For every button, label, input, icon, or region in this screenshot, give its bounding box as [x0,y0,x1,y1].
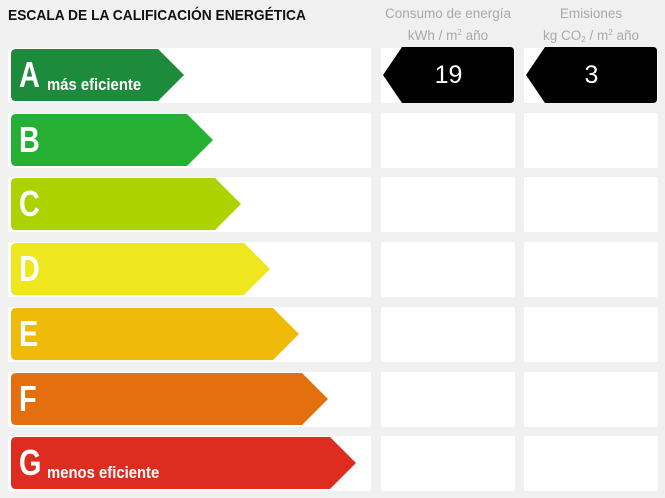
emisiones-header-line1: Emisiones [559,6,623,21]
emisiones-value-badge: 3 [526,47,657,103]
emisiones-cell-f [524,372,658,427]
consumo-header: Consumo de energía kWh / m2 año [381,4,515,45]
consumo-cell-e [381,307,515,362]
rating-arrow-f: F [11,373,328,425]
rating-letter-e: E [19,313,39,354]
emisiones-cell-d [524,242,658,297]
page-title: ESCALA DE LA CALIFICACIÓN ENERGÉTICA [8,7,306,24]
rating-letter-c: C [19,183,40,224]
rating-letter-a: A [19,54,40,95]
rating-letter-f: F [19,378,37,419]
emisiones-cell-b [524,113,658,168]
consumo-header-line1: Consumo de energía [384,6,512,21]
consumo-cell-b [381,113,515,168]
rating-letter-d: D [19,248,40,289]
consumo-value: 19 [434,60,463,89]
emisiones-header-unit: kg CO2 / m2 año [543,28,639,44]
rating-arrow-b: B [11,114,213,166]
consumo-cell-g [381,436,515,491]
rating-label-a: más eficiente [47,76,142,94]
emisiones-cell-e [524,307,658,362]
rating-arrow-e: E [11,308,299,360]
emisiones-cell-g [524,436,658,491]
consumo-cell-d [381,242,515,297]
rating-arrow-c: C [11,178,241,230]
emisiones-cell-c [524,177,658,232]
consumo-cell-f [381,372,515,427]
rating-arrow-d: D [11,243,270,295]
emisiones-value: 3 [584,60,599,89]
consumo-cell-c [381,177,515,232]
rating-label-g: menos eficiente [47,464,160,482]
consumo-value-badge: 19 [383,47,514,103]
consumo-header-unit: kWh / m2 año [407,28,489,43]
emisiones-header: Emisiones kg CO2 / m2 año [524,4,658,49]
rating-letter-g: G [19,442,42,483]
rating-letter-b: B [19,119,40,160]
